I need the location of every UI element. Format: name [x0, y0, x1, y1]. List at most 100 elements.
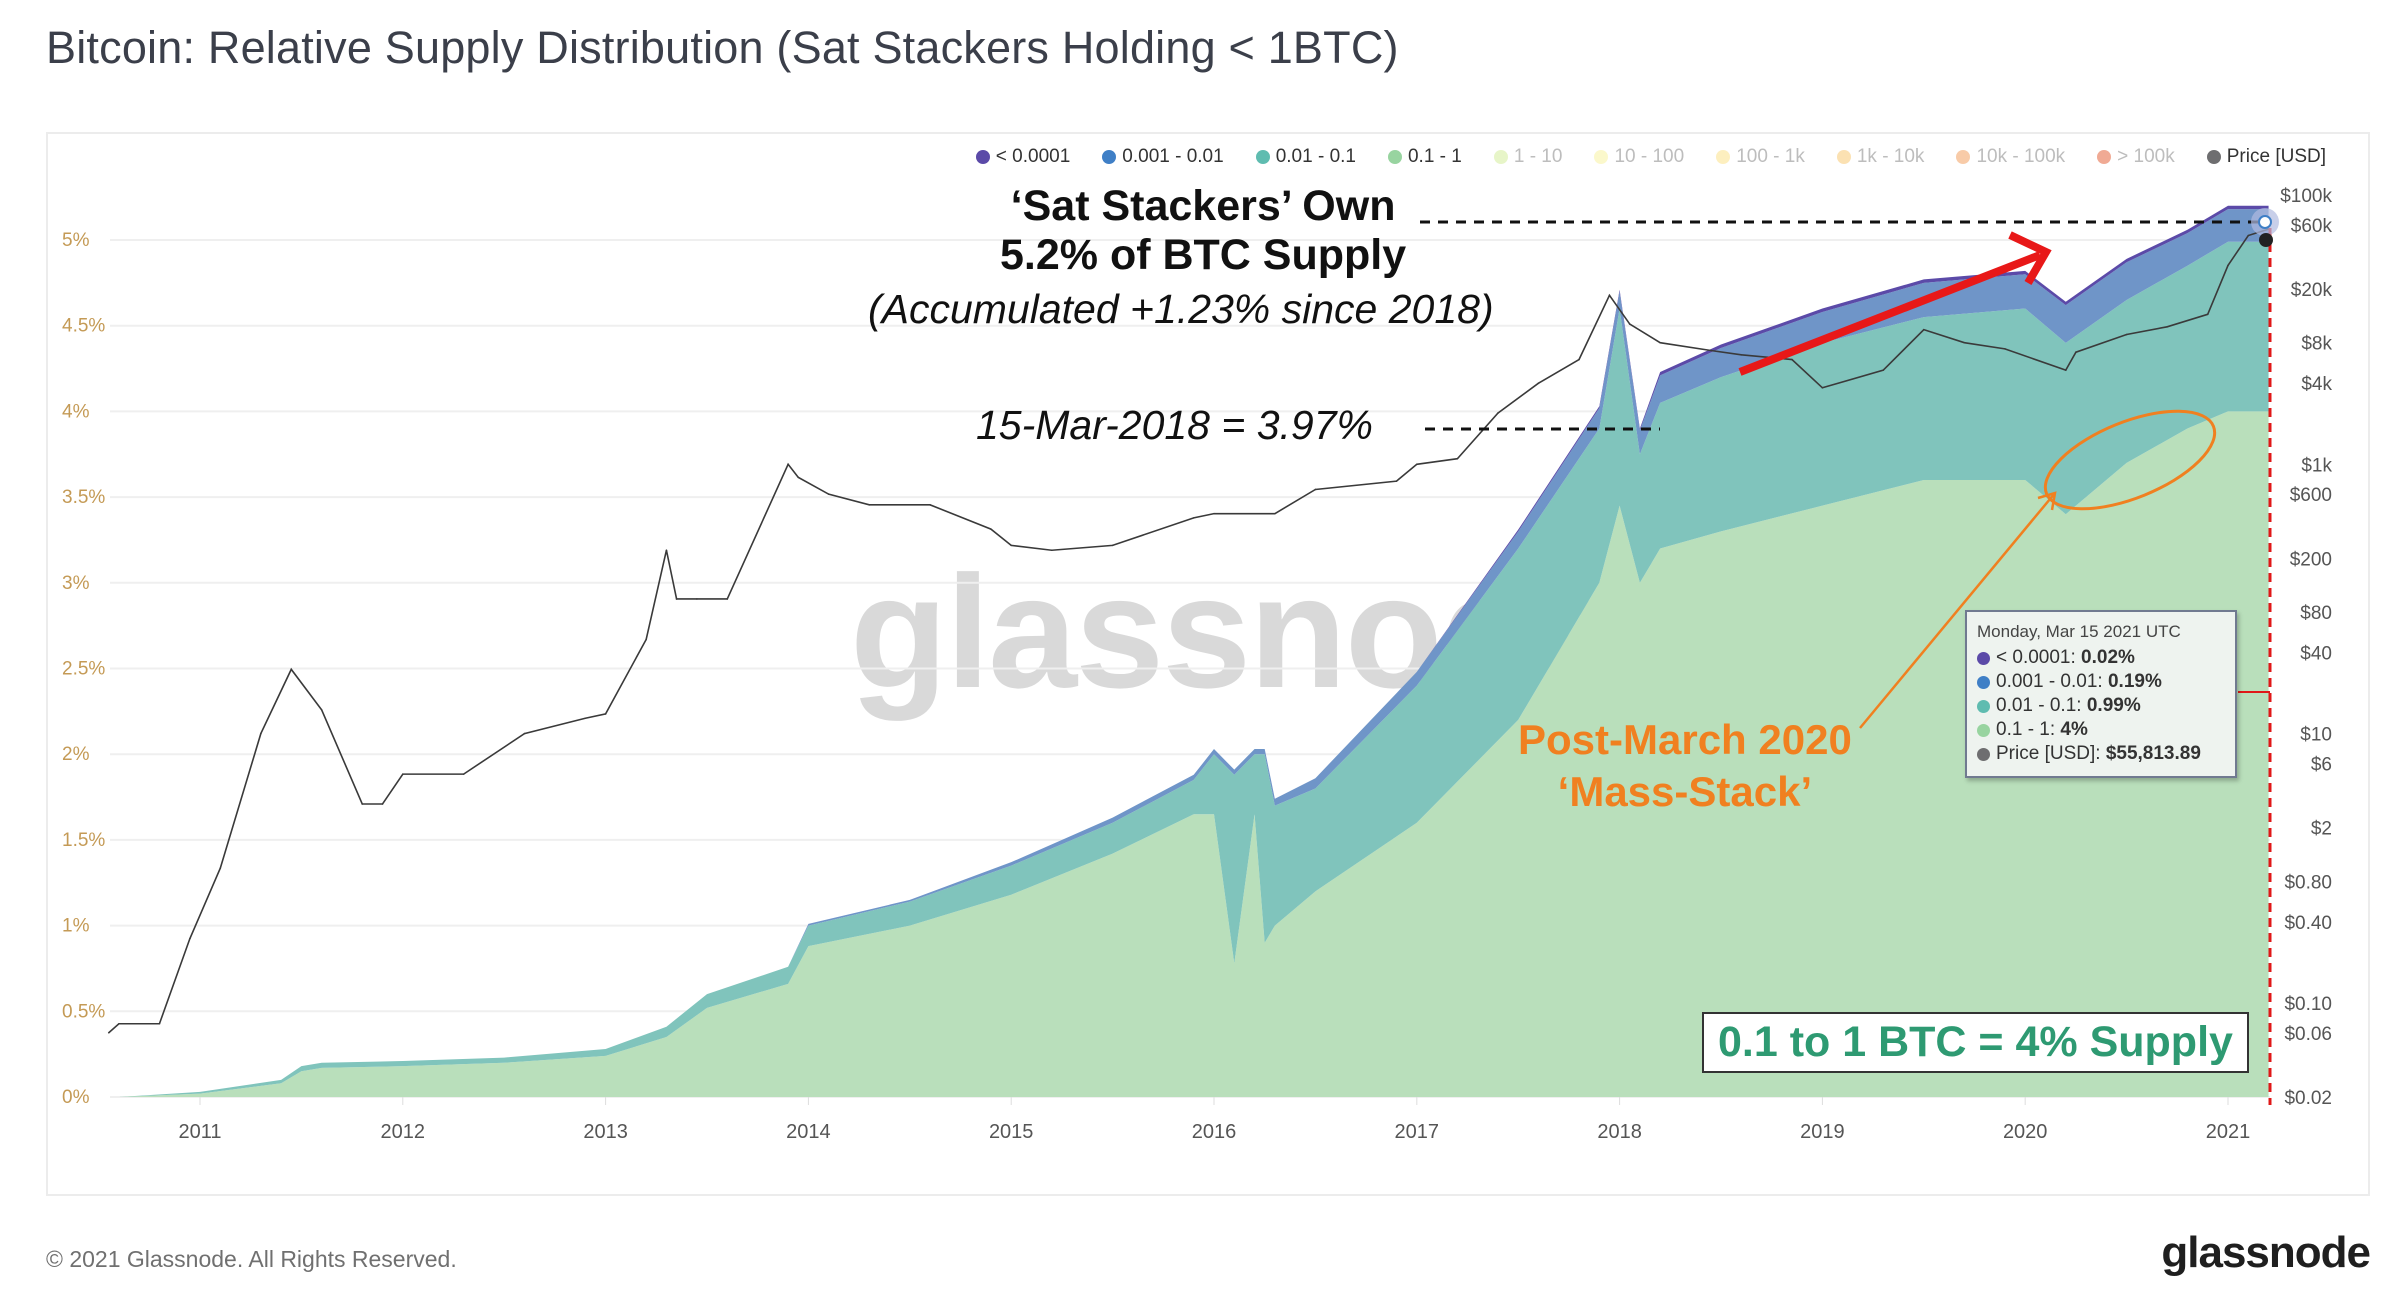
glassnode-logo: glassnode — [2161, 1228, 2371, 1277]
tooltip-dot-icon — [1977, 675, 1990, 689]
y-right-tick-label: $10 — [2300, 725, 2332, 746]
legend-label: 0.1 - 1 — [1407, 146, 1462, 167]
price-point — [1659, 341, 1661, 344]
legend-item[interactable]: 0.1 - 1 — [1387, 146, 1462, 168]
legend-label: 10 - 100 — [1614, 146, 1685, 167]
y-left-tick-label: 4.5% — [62, 316, 105, 337]
y-right-tick-label: $0.10 — [2284, 994, 2332, 1015]
price-point — [787, 463, 789, 466]
annotation-mass-stack-line2: ‘Mass-Stack’ — [1557, 768, 1813, 815]
price-point — [1050, 549, 1053, 552]
price-point — [189, 937, 191, 940]
price-point — [2227, 264, 2229, 267]
price-line-group — [107, 228, 2270, 1034]
price-point — [1314, 488, 1317, 491]
price-point — [219, 867, 222, 870]
x-tick-label: 2019 — [1800, 1121, 1845, 1143]
y-right-tick-label: $0.40 — [2284, 913, 2332, 934]
price-point — [2247, 234, 2250, 237]
price-point — [1111, 544, 1114, 547]
price-point — [1416, 463, 1418, 466]
y-right-tick-label: $80 — [2300, 603, 2332, 624]
annotation-march-2018: 15-Mar-2018 = 3.97% — [976, 402, 1373, 448]
price-point — [2004, 348, 2006, 350]
tooltip-row-label: 0.001 - 0.01: — [1996, 671, 2108, 692]
price-line — [108, 228, 2269, 1034]
legend-dot-icon — [975, 150, 990, 164]
legend-item[interactable]: 0.01 - 0.1 — [1255, 146, 1356, 168]
legend-item[interactable]: 10k - 100k — [1956, 146, 2065, 168]
legend-item[interactable]: > 100k — [2097, 146, 2175, 168]
legend-label: 1k - 10k — [1856, 146, 1925, 167]
price-point — [1710, 349, 1712, 352]
legend-item[interactable]: 10 - 100 — [1594, 146, 1684, 168]
x-tick-label: 2012 — [381, 1121, 426, 1143]
price-point — [675, 598, 678, 600]
y-right-tick-label: $100k — [2280, 186, 2332, 207]
tooltip: Monday, Mar 15 2021 UTC < 0.0001: 0.02% 0… — [1965, 610, 2237, 778]
x-tick-label: 2014 — [786, 1121, 831, 1143]
legend-dot-icon — [1836, 150, 1851, 164]
tooltip-dot-icon — [1977, 699, 1990, 713]
price-point — [1740, 354, 1743, 356]
x-tick-label: 2017 — [1395, 1121, 1440, 1143]
left-axis: 0% 0.5% 1% 1.5% 2% 2.5% 3% 3.5% 4% 4.5% 5% — [62, 230, 105, 1108]
y-left-tick-label: 0.5% — [62, 1001, 105, 1022]
legend-item[interactable]: 100 - 1k — [1716, 146, 1805, 168]
price-point — [1010, 544, 1012, 547]
y-right-tick-label: $0.80 — [2284, 872, 2332, 893]
footer-copyright: © 2021 Glassnode. All Rights Reserved. — [46, 1246, 457, 1272]
price-point — [604, 713, 607, 715]
legend-item[interactable]: 1 - 10 — [1493, 146, 1563, 168]
red-arrow-head — [2008, 231, 2052, 286]
tooltip-row-label: < 0.0001: — [1996, 647, 2082, 668]
hover-point-price — [2259, 233, 2273, 247]
legend-label: 0.001 - 0.01 — [1122, 146, 1224, 167]
y-right-tick-label: $0.06 — [2284, 1024, 2332, 1045]
price-point — [107, 1031, 110, 1034]
price-point — [1395, 480, 1398, 482]
area-0-01-0-1 — [118, 241, 2269, 1098]
annotation-overlays — [1420, 208, 2279, 1105]
legend-dot-icon — [1956, 150, 1971, 164]
price-point — [1192, 517, 1195, 519]
legend-label: 10k - 100k — [1976, 146, 2066, 167]
price-point — [1923, 328, 1925, 331]
y-left-tick-label: 1% — [62, 916, 90, 937]
legend-item[interactable]: Price [USD] — [2206, 146, 2326, 168]
legend-dot-icon — [2206, 150, 2221, 164]
price-point — [1821, 386, 1824, 389]
x-tick-label: 2016 — [1192, 1121, 1237, 1143]
chart-frame — [46, 132, 2370, 1196]
price-point — [118, 1022, 120, 1025]
tooltip-row-value: $55,813.89 — [2105, 743, 2201, 764]
legend-item[interactable]: < 0.0001 — [975, 146, 1070, 168]
legend-label: 1 - 10 — [1513, 146, 1563, 167]
y-left-tick-label: 3% — [62, 573, 90, 594]
tooltip-row-label: 0.01 - 0.1: — [1996, 695, 2087, 716]
tooltip-row-value: 0.99% — [2086, 695, 2141, 716]
tooltip-row: < 0.0001: 0.02% — [1977, 646, 2225, 670]
x-tick-label: 2013 — [583, 1121, 628, 1143]
y-left-tick-label: 2% — [62, 744, 90, 765]
y-left-tick-label: 3.5% — [62, 487, 105, 508]
price-point — [523, 732, 526, 735]
legend-item[interactable]: 1k - 10k — [1836, 146, 1925, 168]
price-point — [1274, 512, 1276, 515]
tooltip-row: 0.1 - 1: 4% — [1977, 718, 2225, 742]
price-point — [726, 598, 729, 600]
price-point — [1963, 341, 1966, 344]
legend-dot-icon — [1387, 150, 1402, 164]
tooltip-dot-icon — [1977, 651, 1990, 665]
tooltip-row: Price [USD]: $55,813.89 — [1977, 742, 2225, 766]
annotation-supply-box: 0.1 to 1 BTC = 4% Supply — [1702, 1012, 2249, 1073]
legend-dot-icon — [1493, 150, 1508, 164]
legend-item[interactable]: 0.001 - 0.01 — [1102, 146, 1224, 168]
y-right-tick-label: $4k — [2301, 374, 2332, 395]
x-tick-label: 2020 — [2003, 1121, 2048, 1143]
y-left-tick-label: 1.5% — [62, 830, 105, 851]
area--0-0001 — [118, 205, 2269, 1098]
legend-dot-icon — [1102, 150, 1117, 164]
annotation-sat-stackers: ‘Sat Stackers’ Own 5.2% of BTC Supply — [1000, 182, 1406, 280]
